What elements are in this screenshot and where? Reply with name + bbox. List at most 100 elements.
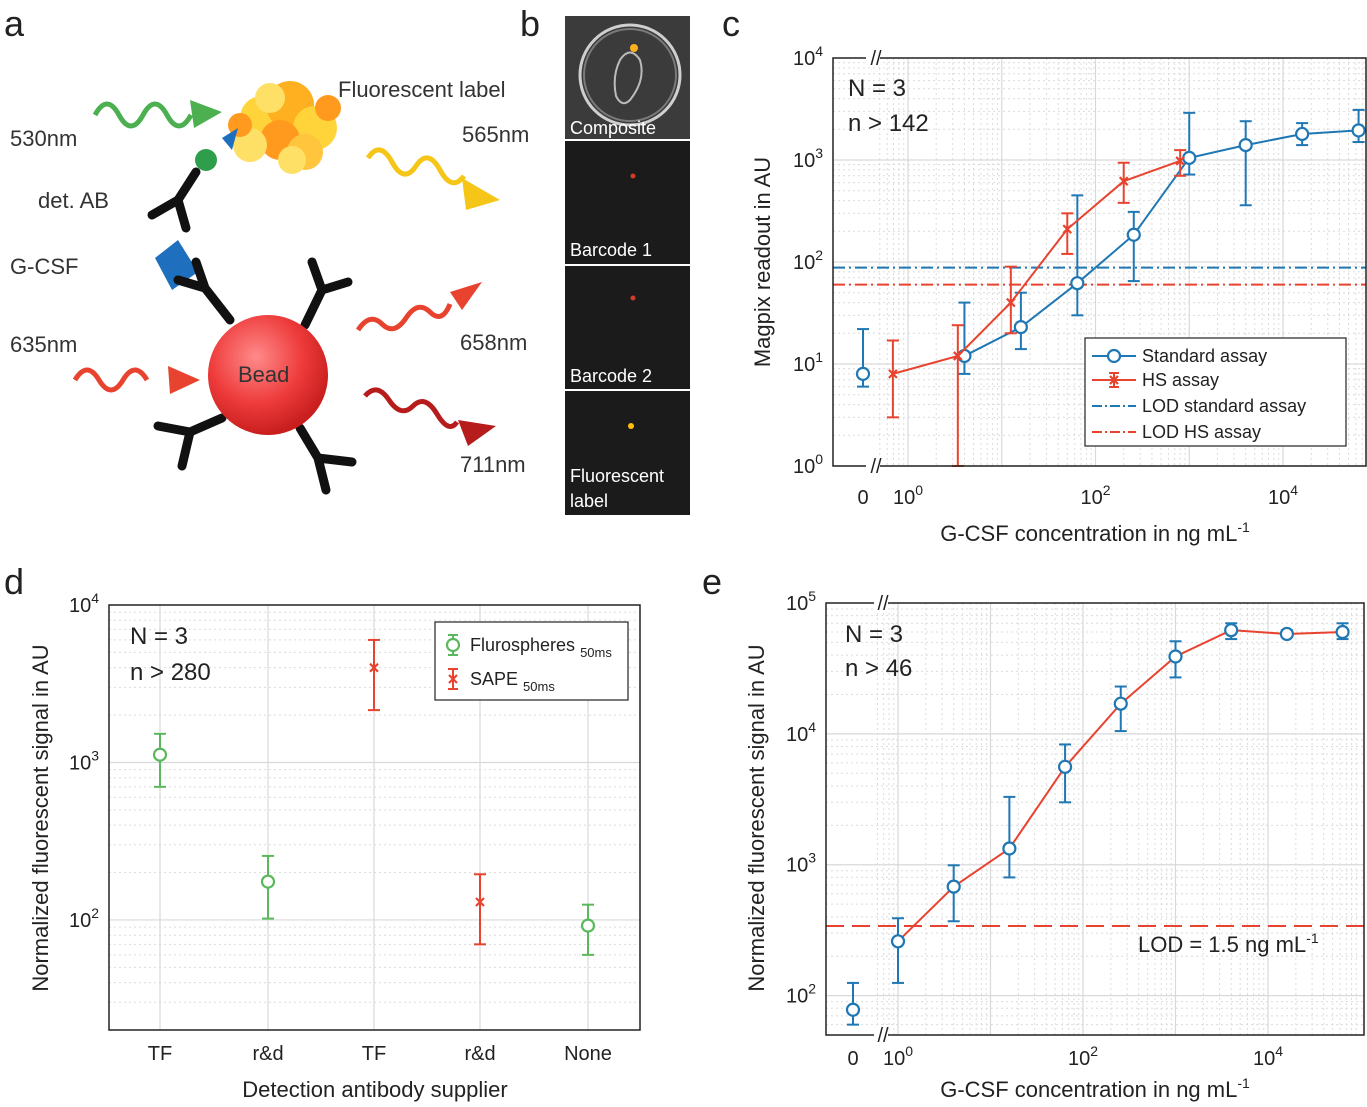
wl-711-text: 711nm	[460, 452, 526, 477]
micrograph-composite	[565, 16, 690, 139]
axes-frame	[108, 604, 641, 1031]
data-point	[475, 897, 485, 907]
legend: Standard assay HS assay LOD standard assay…	[1084, 337, 1347, 447]
micrograph-barcode1	[565, 141, 690, 264]
data-point	[1335, 624, 1350, 640]
micrograph-fluor	[565, 391, 690, 515]
micrograph-panel: Composite Barcode 1 Barcode 2 Fluorescen…	[565, 16, 690, 515]
data-point	[1182, 150, 1197, 165]
data-point	[1168, 649, 1183, 664]
y-tick-label: 102	[786, 981, 816, 1008]
data-point	[890, 934, 906, 949]
micrograph-barcode2	[565, 266, 690, 389]
data-point	[1118, 176, 1129, 186]
fluorescent-label-icon	[228, 81, 341, 174]
y-tick-label: 104	[793, 43, 823, 70]
composite-signal-icon	[630, 44, 638, 52]
y-tick-label: 105	[786, 588, 816, 615]
droplet-inner-icon	[583, 28, 677, 122]
axis-break-mask	[866, 458, 880, 474]
cell-outline-icon	[613, 51, 643, 105]
axis-break-mask	[874, 1027, 888, 1043]
plot-area	[826, 603, 1364, 1035]
data-point	[953, 351, 963, 361]
chart-d: TF r&d TF r&d None 102 103 104 Detection antibod…	[28, 590, 641, 1102]
legend-label: HS assay	[1142, 370, 1219, 390]
annotation-n-beads: n > 280	[130, 659, 211, 686]
data-point	[845, 1002, 861, 1017]
legend-marker	[448, 674, 458, 684]
y-tick-label: 101	[793, 349, 823, 376]
lod-annotation: LOD = 1.5 ng mL-1	[1138, 930, 1319, 957]
y-tick-label: 102	[69, 905, 99, 932]
wave-658-icon	[355, 302, 453, 332]
legend-marker	[445, 637, 461, 653]
x-tick-label: TF	[148, 1043, 172, 1065]
axes-frame	[825, 602, 1365, 1036]
data-point	[1238, 137, 1253, 153]
gcsf-molecule-icon	[155, 240, 198, 290]
x-tick-label: 104	[1268, 482, 1298, 509]
arrow-658-icon	[450, 282, 482, 310]
data-point	[1057, 759, 1073, 774]
legend-label: Flurospheres 50ms	[470, 635, 612, 660]
axes-frame	[832, 57, 1367, 467]
capture-antibody-icon	[173, 257, 235, 325]
arrow-530-icon	[190, 100, 222, 128]
data-point	[888, 369, 898, 379]
annotation-n-replicates: N = 3	[848, 75, 906, 102]
capture-antibody-icon	[153, 413, 227, 471]
biotin-icon	[195, 149, 217, 171]
y-tick-label: 100	[793, 451, 823, 478]
legend-label: LOD HS assay	[1142, 422, 1261, 442]
fluor-signal-icon	[628, 423, 634, 429]
data-point	[1062, 224, 1073, 234]
wave-711-icon	[363, 387, 460, 429]
capture-antibody-icon	[295, 423, 357, 495]
chart-e: // // 0 100 102 104 102 103 104 105 G-CSF concentr…	[744, 588, 1365, 1102]
data-point	[946, 879, 961, 894]
data-point	[1070, 276, 1085, 291]
data-point	[1013, 320, 1028, 335]
data-point	[855, 366, 871, 381]
wave-635-icon	[72, 367, 150, 393]
x-tick-label: 102	[1080, 482, 1110, 509]
data-point	[1224, 623, 1239, 638]
x-axis-break: //	[877, 1025, 889, 1047]
x-tick-label: TF	[362, 1043, 386, 1065]
schematic-panel: Fluorescent label 530nm 565nm det. AB G-…	[10, 77, 529, 495]
x-tick-label: 0	[857, 487, 868, 509]
panel-letter-c: c	[722, 3, 740, 44]
y-tick-label: 104	[786, 719, 816, 746]
fluor-label-line2: label	[570, 491, 608, 511]
y-tick-label: 103	[69, 747, 99, 774]
y-tick-label: 102	[793, 247, 823, 274]
bead-text: Bead	[238, 362, 289, 387]
x-tick-label: 100	[893, 482, 923, 509]
data-point	[580, 918, 596, 933]
gcsf-text: G-CSF	[10, 254, 78, 279]
arrow-565-icon	[462, 178, 500, 210]
data-point	[1113, 696, 1128, 711]
y-axis-label: Normalized fluorescent signal in AU	[28, 644, 53, 991]
legend-marker	[1106, 348, 1122, 364]
x-axis-label: G-CSF concentration in ng mL-1	[940, 519, 1250, 546]
wl-658-text: 658nm	[460, 330, 527, 355]
data-point	[260, 874, 276, 889]
composite-label: Composite	[570, 118, 656, 138]
data-point	[1175, 156, 1185, 166]
detection-antibody-icon	[147, 167, 201, 233]
y-tick-label: 104	[69, 590, 99, 617]
axis-break-mask	[874, 595, 888, 611]
x-tick-label: 104	[1253, 1043, 1283, 1070]
wl-635-text: 635nm	[10, 332, 77, 357]
x-axis-break: //	[870, 48, 882, 70]
data-point	[1002, 841, 1017, 856]
panel-letter-b: b	[520, 3, 540, 44]
panel-letter-d: d	[4, 561, 24, 602]
legend-marker	[1109, 375, 1119, 385]
x-tick-label: None	[564, 1043, 612, 1065]
wave-530-icon	[92, 101, 194, 129]
streptavidin-icon	[222, 128, 238, 150]
